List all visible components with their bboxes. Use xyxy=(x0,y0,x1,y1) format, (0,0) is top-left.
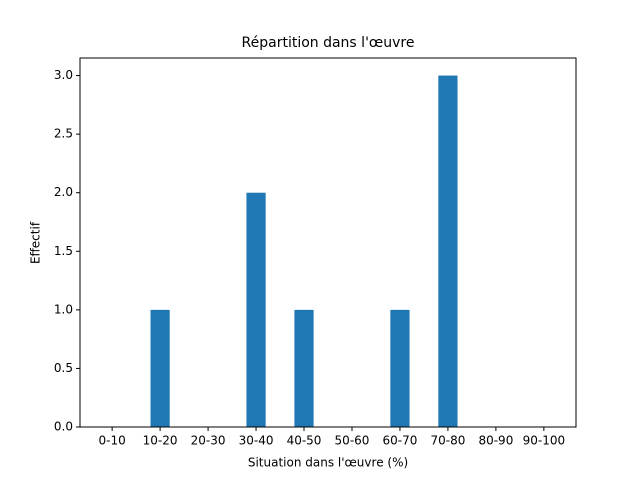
x-tick-label: 80-90 xyxy=(478,434,513,448)
y-tick-label: 2.0 xyxy=(54,185,73,199)
y-axis-label: Effectif xyxy=(29,221,43,264)
y-tick-label: 1.5 xyxy=(54,244,73,258)
bar xyxy=(438,75,458,428)
x-tick-label: 20-30 xyxy=(191,434,226,448)
y-tick-label: 0.5 xyxy=(54,361,73,375)
x-tick-label: 40-50 xyxy=(287,434,322,448)
x-tick-label: 0-10 xyxy=(99,434,126,448)
x-tick-label: 30-40 xyxy=(239,434,274,448)
x-tick-label: 10-20 xyxy=(143,434,178,448)
bar xyxy=(246,192,266,427)
x-tick-label: 70-80 xyxy=(430,434,465,448)
bar xyxy=(390,309,410,427)
chart-title: Répartition dans l'œuvre xyxy=(242,35,415,51)
y-tick-label: 2.5 xyxy=(54,127,73,141)
x-tick-label: 90-100 xyxy=(523,434,566,448)
bar xyxy=(294,309,314,427)
plot-frame xyxy=(79,57,577,428)
x-tick-label: 60-70 xyxy=(383,434,418,448)
x-tick-label: 50-60 xyxy=(335,434,370,448)
bar xyxy=(150,309,170,427)
x-axis-label: Situation dans l'œuvre (%) xyxy=(248,456,408,470)
y-tick-label: 3.0 xyxy=(54,68,73,82)
y-tick-label: 1.0 xyxy=(54,302,73,316)
y-tick-label: 0.0 xyxy=(54,420,73,434)
